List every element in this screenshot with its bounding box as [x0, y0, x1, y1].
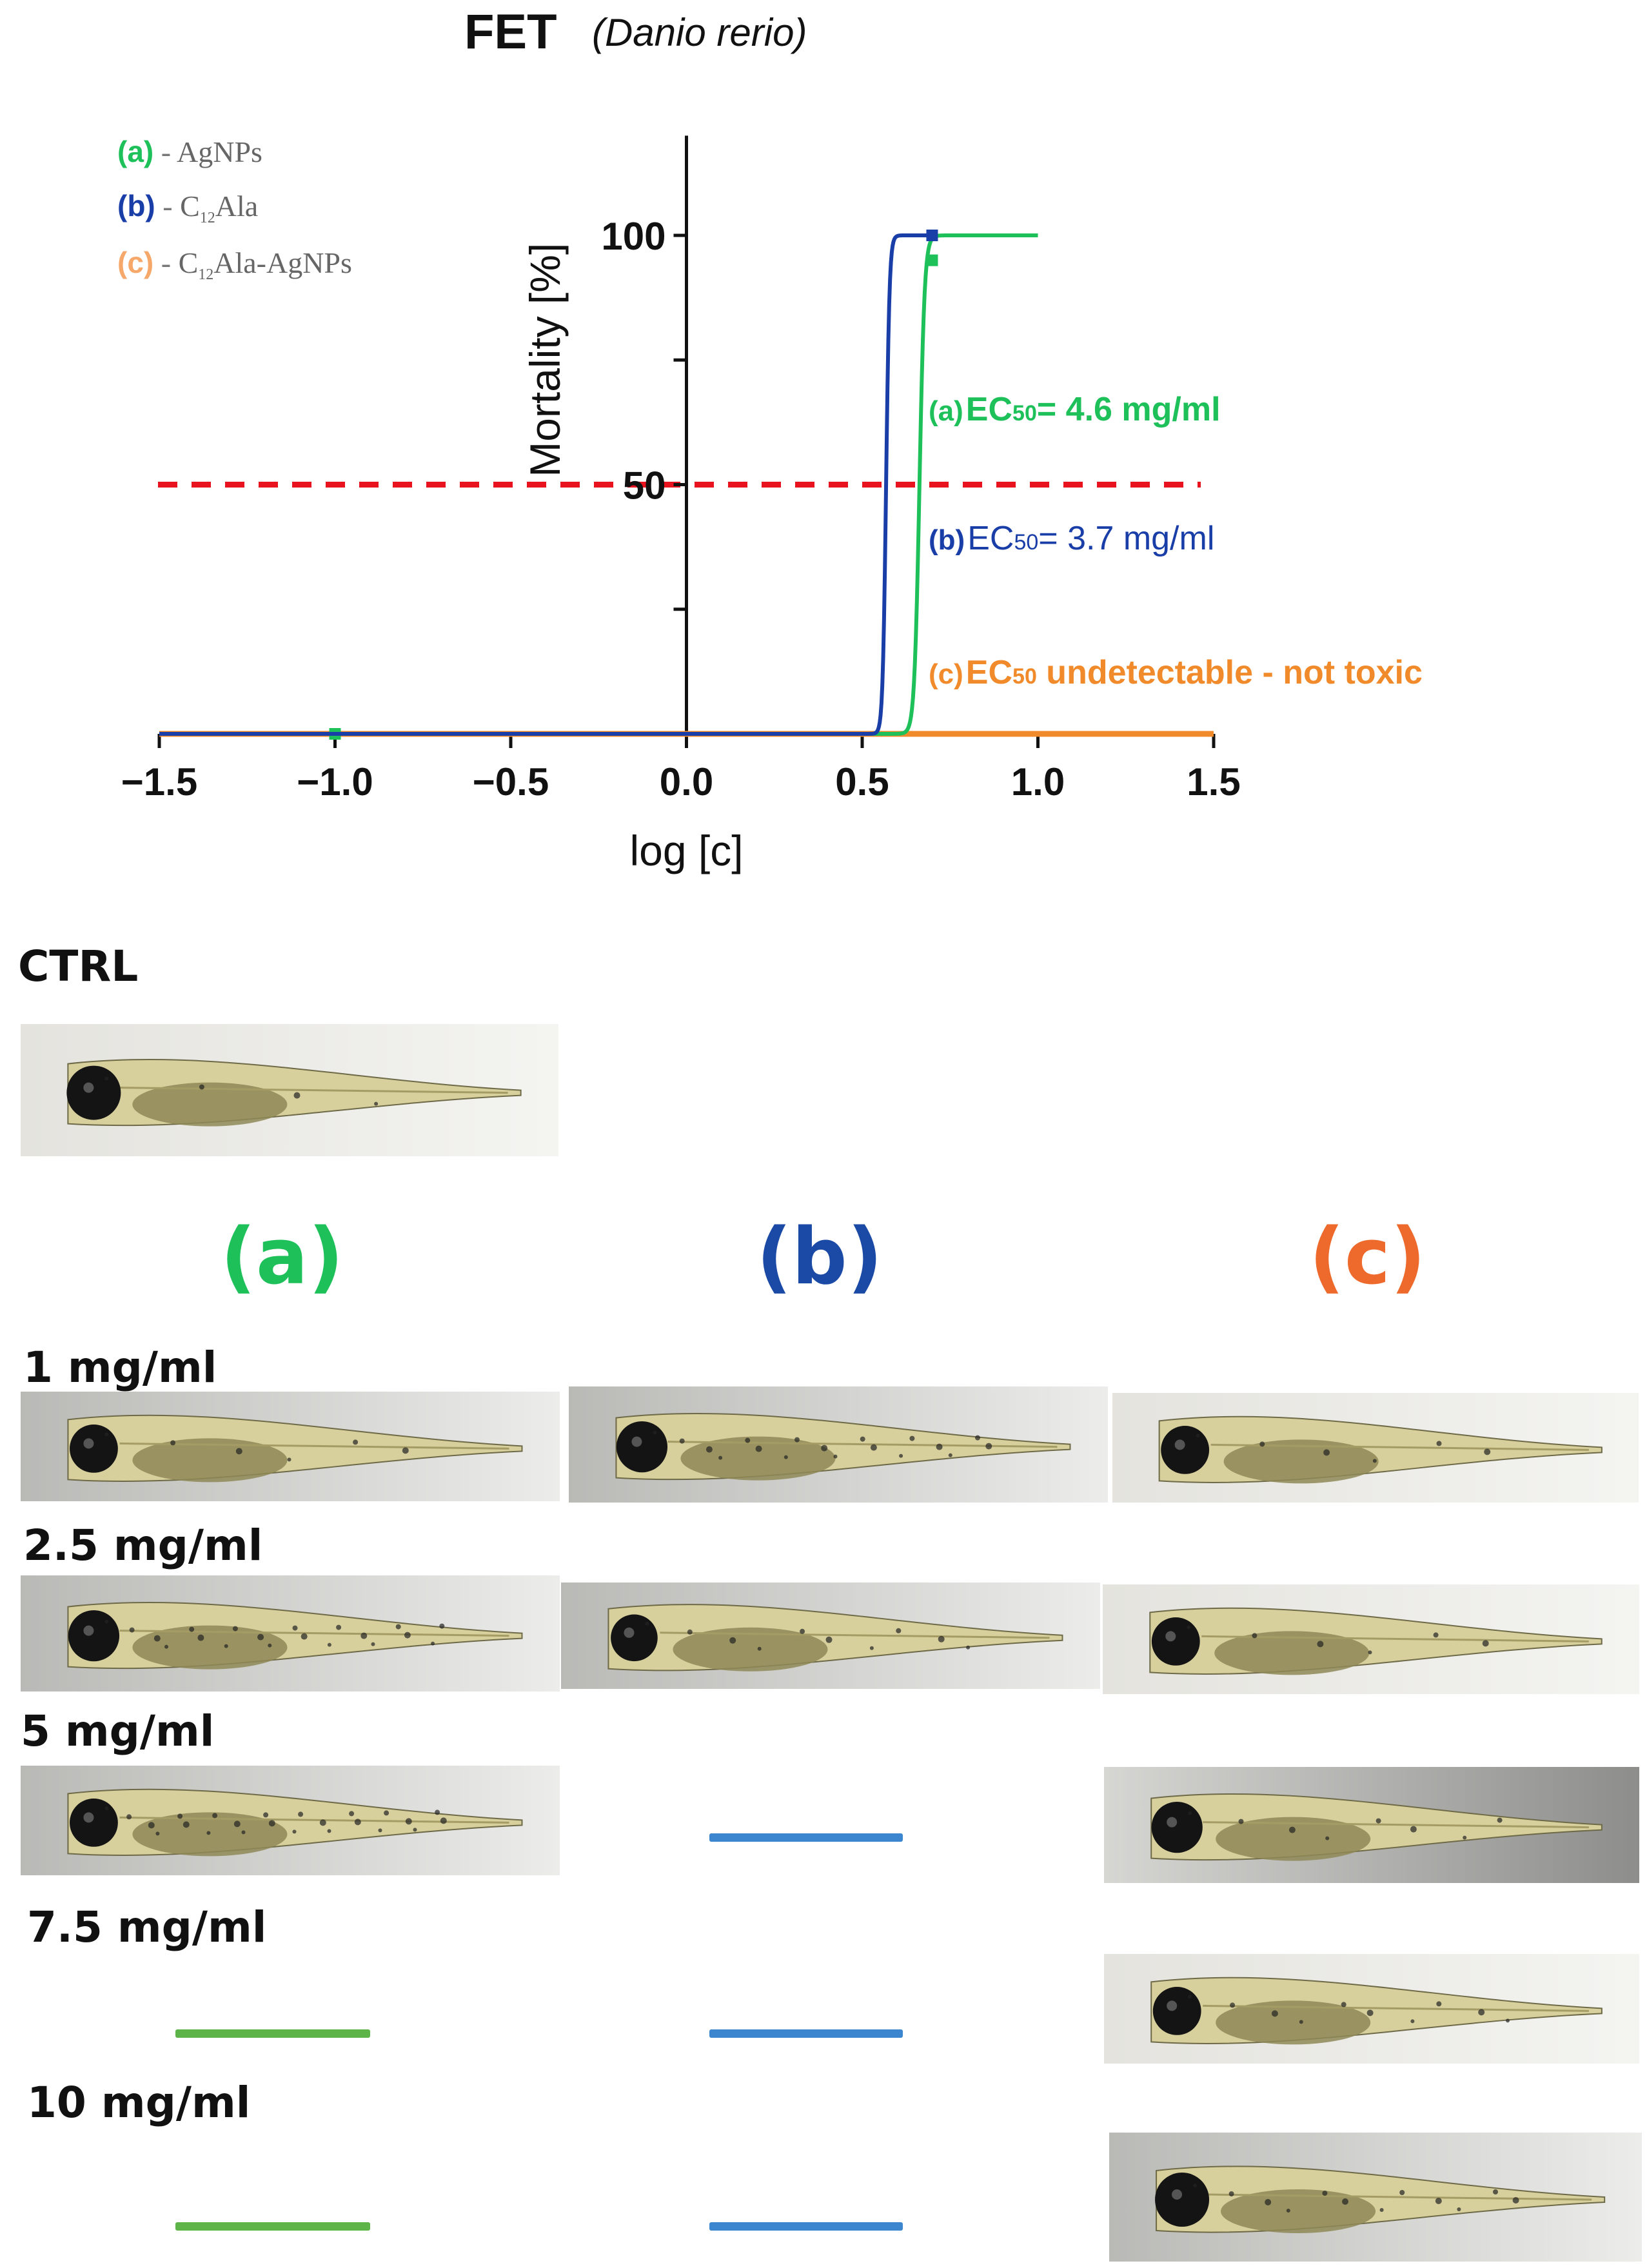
larva-illustration: [1112, 1393, 1639, 1503]
data-point-b: [926, 230, 938, 241]
dead-marker-a-7-5mg: [175, 2029, 370, 2038]
annotation-tag: (b): [929, 524, 965, 556]
annotation-value: undetectable - not toxic: [1037, 654, 1423, 691]
x-axis-label: log [c]: [629, 827, 743, 874]
row-label-2-5mg: 2.5 mg/ml: [23, 1521, 263, 1570]
annotation-value: = 4.6 mg/ml: [1037, 391, 1221, 428]
legend-dash: -: [153, 246, 179, 279]
x-tick-label: −0.5: [473, 760, 549, 804]
annotation-sub: 50: [1012, 664, 1037, 689]
larva-photo-a-2-5mg: [21, 1575, 560, 1691]
larva-illustration: [1103, 1584, 1639, 1694]
column-header-c: (c): [1309, 1212, 1426, 1302]
row-label-7-5mg: 7.5 mg/ml: [27, 1902, 267, 1952]
larva-photo-c-5mg: [1104, 1767, 1639, 1883]
column-header-b: (b): [756, 1212, 883, 1302]
ec50-annotation-a: (a)EC50= 4.6 mg/ml: [929, 391, 1221, 428]
larva-illustration: [1104, 1954, 1639, 2064]
x-tick-label: 0.0: [660, 760, 713, 804]
legend-tag: (c): [117, 246, 154, 279]
larva-photo-b-2-5mg: [561, 1583, 1100, 1689]
y-tick-label: 100: [601, 215, 666, 258]
row-label-10mg: 10 mg/ml: [27, 2078, 251, 2127]
larva-illustration: [21, 1392, 560, 1501]
legend-name: AgNPs: [177, 135, 262, 168]
dead-marker-b-5mg: [709, 1833, 903, 1842]
x-tick-label: 0.5: [835, 760, 889, 804]
y-tick-label: 50: [623, 464, 666, 508]
larva-photo-a-5mg: [21, 1766, 560, 1875]
x-tick-label: 1.0: [1011, 760, 1065, 804]
legend-item-a: (a) - AgNPs: [117, 134, 262, 169]
annotation-ec: EC: [966, 654, 1012, 691]
legend-name: C: [178, 246, 199, 279]
dead-marker-a-10mg: [175, 2222, 370, 2231]
legend-tag: (a): [117, 135, 154, 168]
dose-response-chart: −1.5 −1.0 −0.5 0.0 0.5 1.0 1.5 50 100 log [c] Mort…: [121, 135, 1423, 874]
larva-photo-c-7-5mg: [1104, 1954, 1639, 2064]
x-tick-label: −1.0: [297, 760, 373, 804]
annotation-tag: (a): [929, 395, 963, 427]
legend-subscript: 12: [199, 210, 215, 227]
annotation-ec: EC: [966, 391, 1012, 428]
legend-dash: -: [153, 135, 177, 168]
legend-tag: (b): [117, 189, 155, 222]
larva-photo-c-10mg: [1109, 2133, 1642, 2262]
figure-title: FET: [464, 5, 557, 59]
ctrl-label: CTRL: [18, 942, 139, 991]
larva-illustration: [561, 1583, 1100, 1689]
legend-item-b: (b) - C12Ala: [117, 188, 258, 227]
column-header-a: (a): [221, 1212, 344, 1302]
x-tick-label: −1.5: [121, 760, 197, 804]
row-label-5mg: 5 mg/ml: [21, 1706, 215, 1756]
larva-illustration: [1109, 2133, 1642, 2262]
ctrl-larva-photo: [21, 1024, 558, 1156]
ec50-annotation-b: (b)EC50= 3.7 mg/ml: [929, 520, 1214, 557]
annotation-sub: 50: [1012, 401, 1037, 426]
legend-dash: -: [155, 190, 181, 222]
annotation-tag: (c): [929, 658, 963, 690]
larva-illustration: [1104, 1767, 1639, 1883]
dead-marker-b-10mg: [709, 2222, 903, 2231]
larva-illustration: [21, 1024, 558, 1156]
legend-name-rest: Ala-AgNPs: [213, 246, 352, 279]
annotation-ec: EC: [967, 520, 1014, 557]
annotation-sub: 50: [1014, 530, 1038, 555]
x-tick-label: 1.5: [1187, 760, 1240, 804]
legend-name: C: [180, 190, 200, 222]
annotation-value: = 3.7 mg/ml: [1038, 520, 1214, 557]
larva-photo-b-1mg: [569, 1386, 1108, 1503]
legend-item-c: (c) - C12Ala-AgNPs: [117, 245, 352, 284]
figure-subtitle: (Danio rerio): [592, 11, 807, 54]
larva-illustration: [21, 1766, 560, 1875]
legend-subscript: 12: [198, 266, 214, 284]
larva-photo-c-1mg: [1112, 1393, 1639, 1503]
dead-marker-b-7-5mg: [709, 2029, 903, 2038]
y-axis-label: Mortality [%]: [521, 243, 569, 477]
larva-photo-c-2-5mg: [1103, 1584, 1639, 1694]
row-label-1mg: 1 mg/ml: [23, 1343, 217, 1392]
ec50-annotation-c: (c)EC50 undetectable - not toxic: [929, 654, 1423, 691]
larva-photo-a-1mg: [21, 1392, 560, 1501]
larva-illustration: [569, 1386, 1108, 1503]
data-point-a: [926, 254, 938, 266]
larva-illustration: [21, 1575, 560, 1691]
legend-name-rest: Ala: [215, 190, 259, 222]
curve-b: [159, 233, 932, 736]
